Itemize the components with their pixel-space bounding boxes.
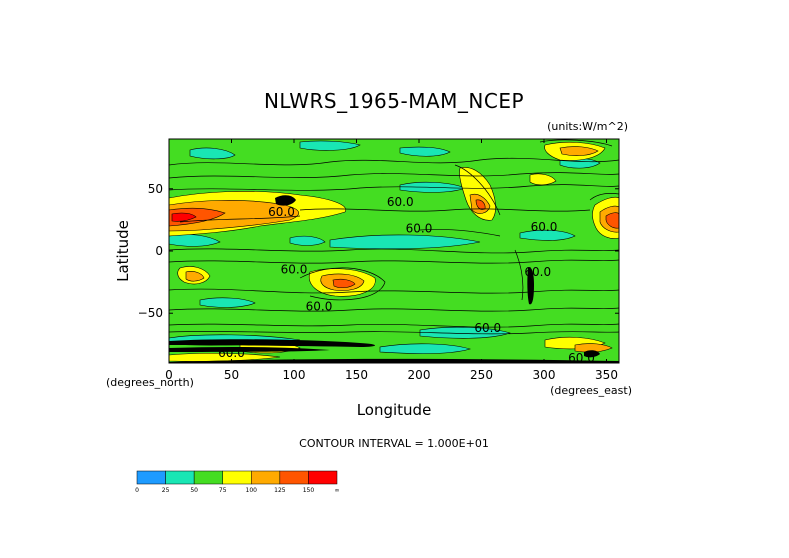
units-label: (units:W/m^2) — [547, 120, 628, 133]
contour-value-label: 60.0 — [268, 205, 295, 219]
y-axis-label: Latitude — [114, 220, 132, 282]
colorbar-swatch — [251, 470, 281, 485]
x-tick-label: 300 — [533, 368, 556, 382]
colorbar-level-label: ∞ — [335, 487, 340, 494]
colorbar-swatch — [136, 470, 166, 485]
y-axis: 50 0 −50 — [138, 182, 619, 320]
plot-area: 60.0 60.0 60.0 60.0 60.0 60.0 60.0 60.0 60.0 60.0 — [169, 139, 619, 365]
contour-labels: 60.0 60.0 60.0 60.0 60.0 60.0 60.0 60.0 60.0 60.0 — [218, 195, 595, 365]
colorbar-swatch — [279, 470, 309, 485]
colorbar-level-label: 75 — [219, 487, 227, 494]
colorbar-swatch — [222, 470, 252, 485]
contour-value-label: 60.0 — [568, 351, 595, 365]
colorbar-level-label: 50 — [190, 487, 198, 494]
contour-value-label: 60.0 — [406, 221, 433, 235]
x-tick-label: 200 — [408, 368, 431, 382]
colorbar-level-label: 100 — [246, 487, 258, 494]
contour-lines — [169, 139, 619, 335]
contour-value-label: 60.0 — [531, 220, 558, 234]
x-tick-label: 100 — [283, 368, 306, 382]
x-axis-label: Longitude — [357, 401, 432, 419]
contour-interval-text: CONTOUR INTERVAL = 1.000E+01 — [299, 437, 489, 450]
contour-value-label: 60.0 — [281, 262, 308, 276]
colorbar-level-label: 0 — [135, 487, 139, 494]
colorbar-level-label: 125 — [274, 487, 286, 494]
y-tick-label: −50 — [138, 306, 163, 320]
colorbar-level-label: 25 — [162, 487, 170, 494]
contour-value-label: 60.0 — [524, 265, 551, 279]
y-tick-label: 0 — [155, 244, 163, 258]
contour-value-label: 60.0 — [218, 346, 245, 360]
x-tick-label: 50 — [224, 368, 239, 382]
y-tick-label: 50 — [148, 182, 163, 196]
y-unit-label: (degrees_north) — [106, 376, 194, 389]
x-axis: 0 50 100 150 200 250 300 350 — [165, 139, 618, 382]
x-tick-label: 0 — [165, 368, 173, 382]
colorbar-swatch — [165, 470, 195, 485]
contour-value-label: 60.0 — [306, 300, 333, 314]
x-tick-label: 250 — [470, 368, 493, 382]
colorbar-swatch — [193, 470, 223, 485]
colorbar-swatch — [308, 470, 338, 485]
x-tick-label: 150 — [345, 368, 368, 382]
x-unit-label: (degrees_east) — [550, 384, 632, 397]
colorbar-level-label: 150 — [303, 487, 315, 494]
chart-title: NLWRS_1965-MAM_NCEP — [264, 89, 524, 113]
high-value-regions — [169, 141, 619, 362]
contour-value-label: 60.0 — [474, 321, 501, 335]
dense-contour-bands — [169, 195, 619, 363]
x-tick-label: 350 — [595, 368, 618, 382]
contour-value-label: 60.0 — [387, 195, 414, 209]
colorbar: 0 25 50 75 100 125 150 ∞ — [135, 470, 340, 494]
